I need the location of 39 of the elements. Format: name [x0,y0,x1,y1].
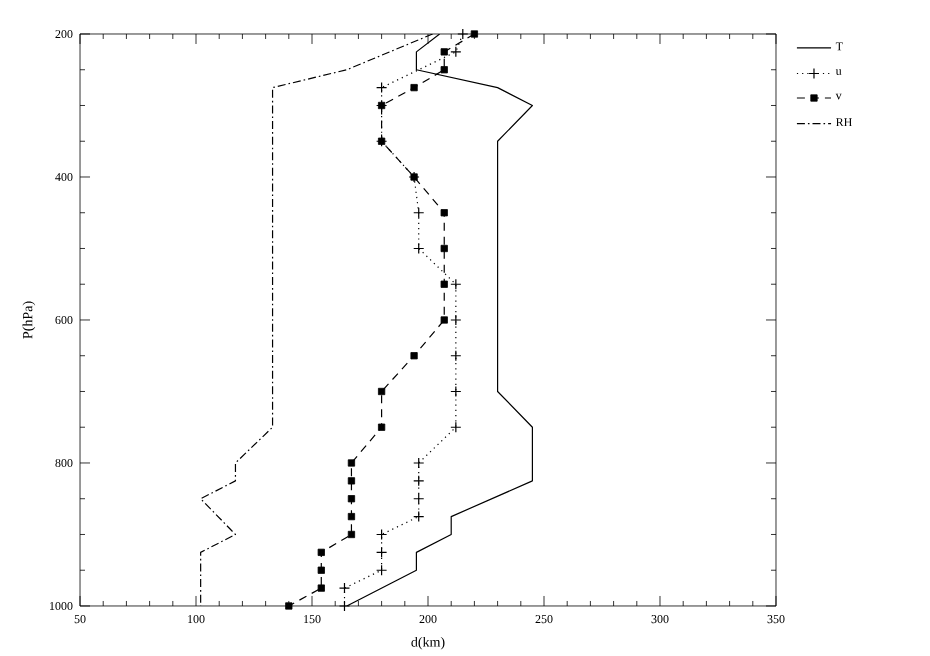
point [347,513,356,521]
point [413,493,425,505]
point [450,350,462,362]
point [450,421,462,433]
point [440,66,448,74]
point [413,242,425,255]
point [440,209,448,217]
point [376,546,388,558]
point [317,584,325,592]
point [317,566,325,574]
point [470,30,478,38]
point [317,548,325,556]
point [450,46,462,58]
point [410,352,418,360]
point [440,316,448,324]
point [450,385,462,398]
point [450,314,462,326]
point [378,387,386,396]
point [376,528,388,541]
point [440,244,448,253]
point [338,600,351,612]
point [413,511,425,523]
point [440,48,448,56]
point [413,207,425,219]
point [413,457,425,469]
point [347,495,356,503]
point [347,477,356,485]
point [376,564,388,576]
point [347,530,356,539]
point [413,475,425,487]
point [440,280,448,288]
point [376,82,388,94]
point [378,423,386,431]
point [457,28,469,40]
point [338,582,351,594]
point [285,602,293,610]
point [410,84,418,92]
point [450,278,462,290]
point [347,459,356,467]
